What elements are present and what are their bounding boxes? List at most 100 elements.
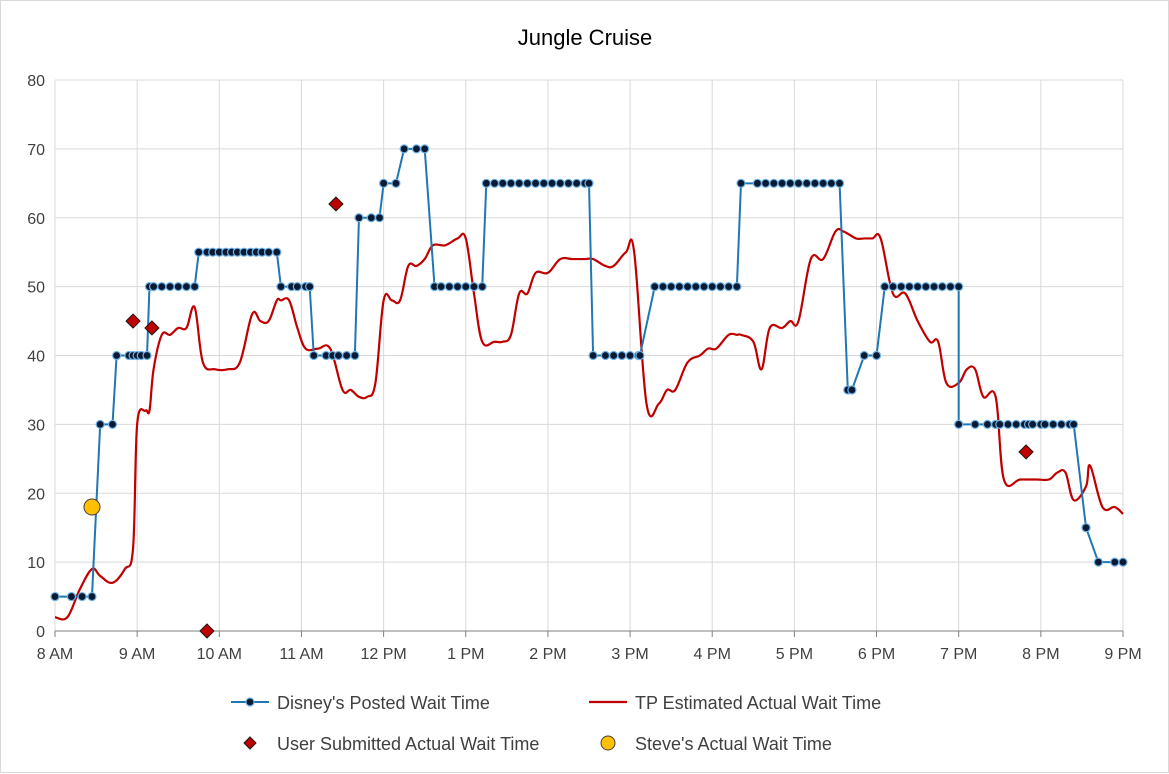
posted-wait-point — [354, 213, 364, 223]
legend: Disney's Posted Wait Time TP Estimated Ac… — [231, 693, 881, 754]
posted-wait-point — [87, 591, 97, 602]
posted-wait-point — [699, 282, 709, 292]
posted-wait-point — [309, 350, 319, 361]
posted-wait-point — [793, 178, 804, 188]
legend-label-user: User Submitted Actual Wait Time — [277, 734, 539, 754]
posted-wait-point — [625, 350, 635, 361]
posted-wait-point — [896, 282, 906, 292]
posted-wait-point — [1011, 419, 1021, 429]
y-tick-label: 80 — [27, 73, 45, 90]
posted-wait-point — [173, 282, 183, 292]
x-tick-label: 2 PM — [529, 646, 566, 663]
posted-wait-point — [859, 350, 869, 361]
posted-wait-point — [1110, 557, 1120, 567]
user-submitted-point — [199, 623, 215, 639]
posted-wait-point — [342, 350, 352, 361]
posted-wait-point — [584, 178, 594, 188]
posted-wait-point — [477, 282, 487, 292]
x-tick-label: 8 AM — [37, 646, 73, 663]
posted-wait-point — [276, 282, 286, 292]
posted-wait-point — [826, 178, 836, 188]
posted-wait-point — [609, 350, 619, 361]
posted-wait-point — [752, 178, 763, 188]
posted-wait-point — [921, 282, 931, 292]
posted-wait-point — [1028, 419, 1038, 429]
user-submitted-point — [1018, 444, 1034, 460]
x-tick-label: 7 PM — [940, 646, 977, 663]
posted-wait-point — [157, 282, 167, 292]
posted-wait-point — [658, 282, 668, 292]
posted-wait-point — [539, 178, 549, 188]
posted-wait-point — [181, 282, 192, 292]
posted-wait-point — [761, 178, 771, 188]
posted-wait-point — [682, 282, 693, 292]
x-tick-label: 4 PM — [694, 646, 731, 663]
legend-label-steve: Steve's Actual Wait Time — [635, 734, 832, 754]
posted-wait-point — [777, 178, 787, 188]
posted-wait-point — [563, 178, 574, 188]
y-tick-label: 20 — [27, 486, 45, 503]
posted-wait-point — [736, 178, 746, 188]
posted-wait-point — [547, 178, 557, 188]
posted-wait-point — [292, 282, 302, 292]
posted-wait-point — [555, 178, 565, 188]
posted-wait-point — [818, 178, 828, 188]
posted-wait-point — [937, 282, 947, 292]
x-tick-label: 5 PM — [776, 646, 813, 663]
posted-wait-point — [913, 282, 923, 292]
posted-wait-point — [411, 144, 422, 154]
posted-wait-point — [436, 282, 446, 292]
posted-wait-point — [617, 350, 627, 361]
posted-wait-point — [112, 350, 122, 361]
y-tick-label: 70 — [27, 142, 45, 159]
posted-wait-point — [481, 178, 491, 188]
posted-wait-point — [880, 282, 890, 292]
posted-wait-point — [650, 282, 660, 292]
posted-wait-point — [506, 178, 516, 188]
posted-wait-point — [420, 144, 430, 154]
posted-wait-point — [194, 247, 204, 257]
posted-wait-point — [190, 282, 200, 292]
posted-wait-point — [148, 282, 159, 292]
posted-wait-point — [1081, 523, 1091, 533]
posted-wait-point — [469, 282, 479, 292]
posted-wait-point — [691, 282, 701, 292]
series-line-estimated-wait — [54, 227, 1124, 621]
posted-wait-point — [588, 350, 598, 361]
posted-wait-point — [954, 419, 964, 429]
posted-wait-point — [1093, 557, 1103, 567]
x-tick-label: 3 PM — [611, 646, 648, 663]
posted-wait-point — [572, 178, 582, 188]
axis-tick-labels: 0 10 20 30 40 50 60 70 80 8 AM 9 AM 10 AM 11 AM 12 PM… — [27, 73, 1141, 663]
posted-wait-point — [514, 178, 524, 188]
y-tick-label: 0 — [36, 624, 45, 641]
x-tick-label: 12 PM — [360, 646, 406, 663]
posted-wait-point — [1040, 419, 1050, 429]
posted-wait-point — [847, 385, 857, 395]
posted-wait-point — [489, 178, 500, 188]
posted-wait-point — [95, 419, 105, 429]
posted-wait-point — [264, 247, 274, 257]
chart-title: Jungle Cruise — [518, 25, 653, 50]
posted-wait-point — [954, 282, 964, 292]
posted-wait-point — [666, 282, 676, 292]
user-submitted-point — [125, 313, 141, 329]
y-tick-label: 30 — [27, 417, 45, 434]
posted-wait-point — [272, 247, 282, 257]
posted-wait-point — [707, 282, 717, 292]
posted-wait-point — [995, 419, 1005, 429]
posted-wait-point — [350, 350, 360, 361]
x-tick-label: 10 AM — [197, 646, 242, 663]
legend-label-estimated: TP Estimated Actual Wait Time — [635, 693, 881, 713]
posted-wait-point — [399, 144, 409, 154]
legend-swatch-steve-circle — [600, 735, 616, 751]
posted-wait-point — [635, 350, 645, 361]
posted-wait-point — [945, 282, 956, 292]
y-tick-label: 10 — [27, 555, 45, 572]
posted-wait-point — [871, 350, 882, 361]
posted-wait-point — [1056, 419, 1066, 429]
posted-wait-point — [391, 178, 401, 188]
posted-wait-point — [77, 591, 87, 602]
